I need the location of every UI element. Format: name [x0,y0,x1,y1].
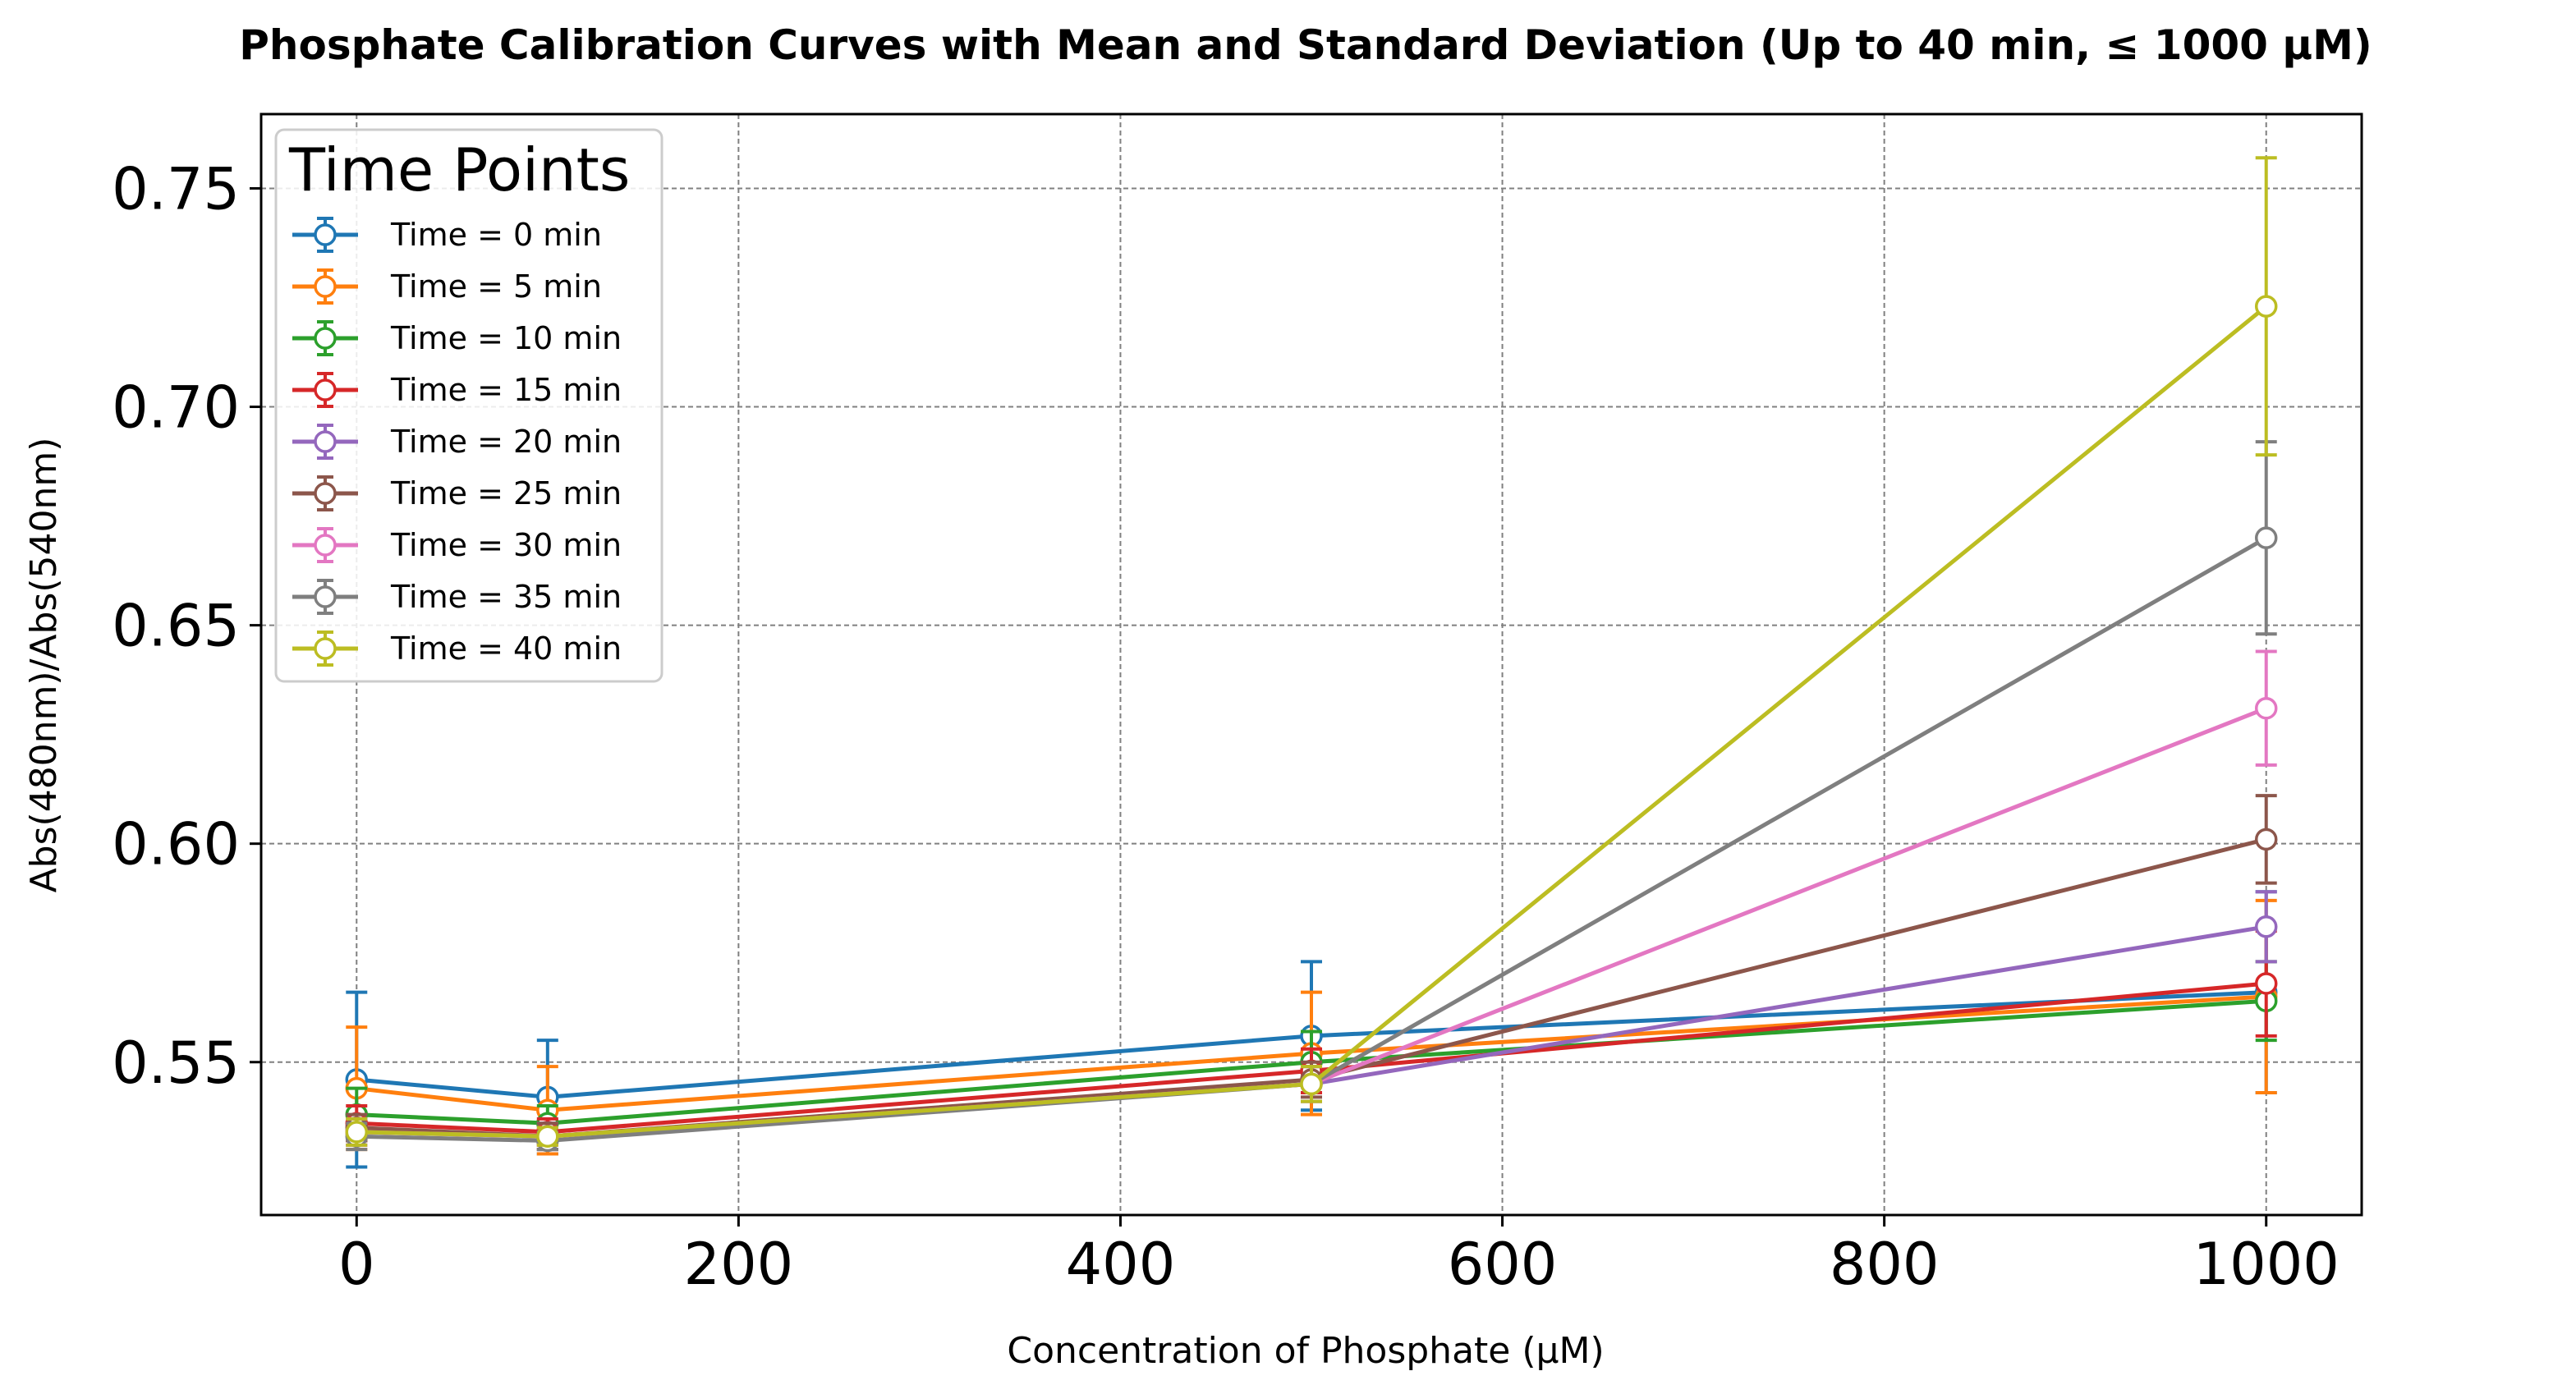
legend-label: Time = 20 min [390,424,622,460]
legend-label: Time = 0 min [390,217,602,253]
legend-marker [314,223,337,246]
x-tick-label: 800 [1830,1231,1940,1298]
data-point [2254,915,2278,938]
legend-marker [314,430,337,453]
data-point [2254,696,2278,720]
y-tick-label: 0.75 [112,155,240,222]
plot-frame [259,112,2363,1217]
data-point [1300,1072,1323,1096]
data-point [2254,828,2278,851]
series-group [345,156,2278,1169]
legend-marker [314,585,337,608]
data-point [345,1121,369,1144]
series-line [356,305,2268,1139]
series-line [356,990,2266,1099]
x-tick-label: 200 [684,1231,794,1298]
legend: Time Points Time = 0 min Time = 5 min Time… [274,128,664,683]
legend-box [274,128,664,683]
legend-label: Time = 35 min [390,579,622,615]
y-axis-label: Abs(480nm)/Abs(540nm) [23,438,65,893]
axis-ticks: 0 200 400 600 800 1000 0.55 0.60 0.65 0.70 0.75 [112,155,2340,1298]
legend-marker [314,637,337,660]
legend-marker [314,482,337,505]
y-tick-label: 0.65 [112,593,240,660]
data-point [2254,972,2278,995]
chart-title: Phosphate Calibration Curves with Mean a… [239,21,2372,69]
y-tick-label: 0.60 [112,811,240,878]
series-line [356,994,2266,1112]
series-line [356,536,2267,1144]
legend-label: Time = 25 min [390,475,622,511]
series-line [356,998,2266,1126]
y-tick-label: 0.70 [112,374,240,442]
x-tick-label: 0 [338,1231,375,1298]
series-time-40-min [345,156,2278,1148]
legend-marker [314,534,337,557]
x-tick-label: 1000 [2193,1231,2340,1298]
x-tick-label: 400 [1066,1231,1176,1298]
x-tick-label: 600 [1448,1231,1558,1298]
x-axis-label: Concentration of Phosphate (µM) [1007,1330,1604,1372]
legend-label: Time = 10 min [390,320,622,356]
data-point [536,1125,559,1148]
legend-marker [314,327,337,350]
data-point [2254,526,2278,549]
legend-marker [314,378,337,401]
legend-label: Time = 5 min [390,268,602,305]
legend-title: Time Points [288,135,630,204]
data-point [2254,295,2278,318]
y-tick-label: 0.55 [112,1029,240,1097]
legend-label: Time = 30 min [390,527,622,563]
series-line [356,837,2267,1139]
grid [261,114,2362,1215]
legend-label: Time = 40 min [390,631,622,667]
legend-label: Time = 15 min [390,372,622,408]
legend-marker [314,275,337,298]
series-line [356,981,2266,1135]
